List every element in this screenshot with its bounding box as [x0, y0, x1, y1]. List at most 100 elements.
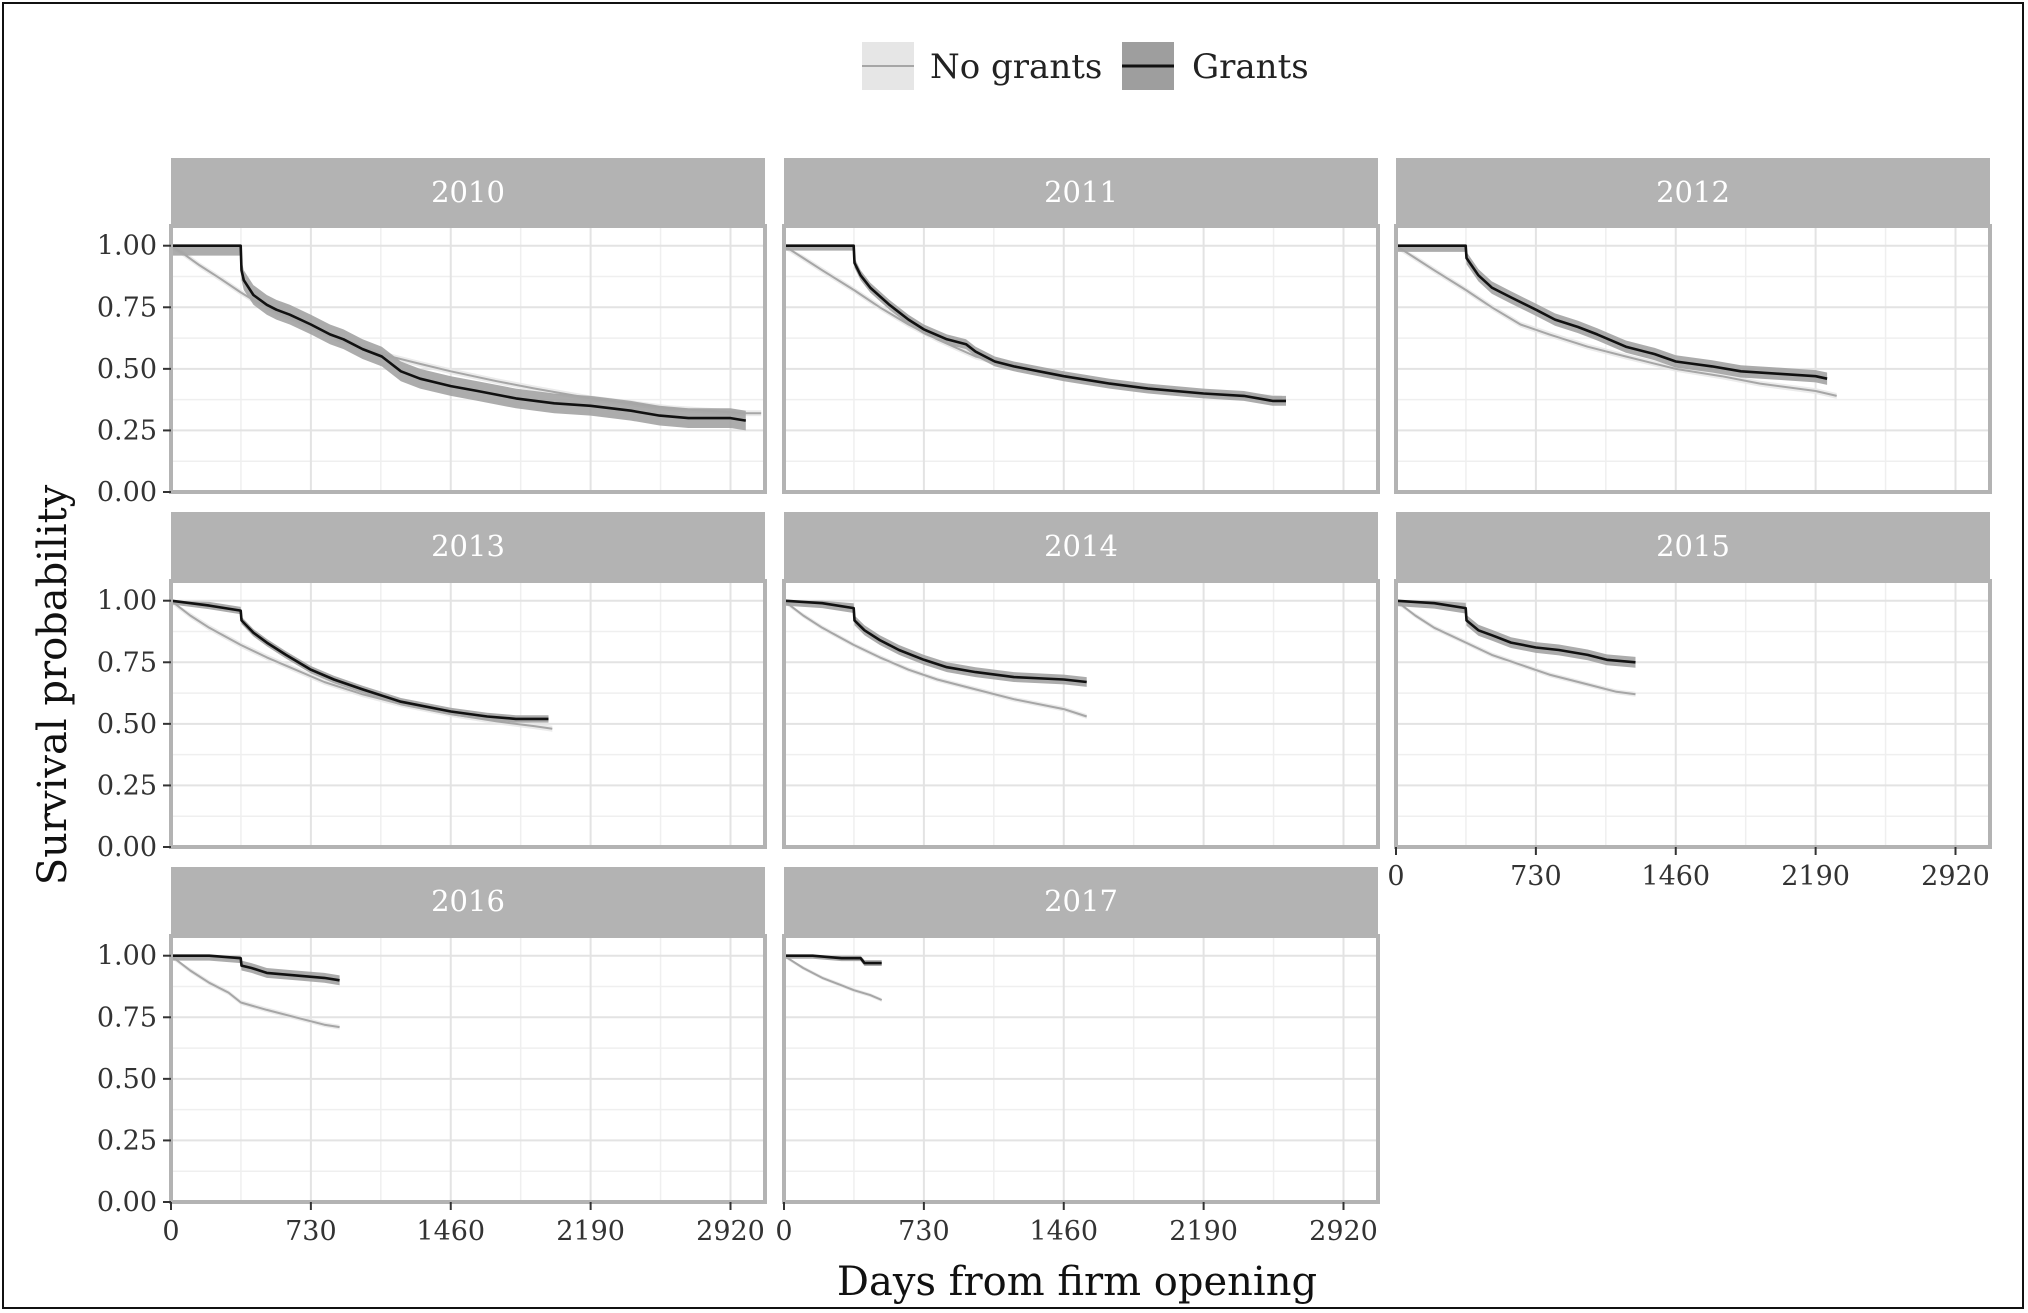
facet-panels: 2010 0.00 0.25 0.50 0.75 1.00 2011 2012 2013 0.00… [97, 158, 1992, 1247]
x-tick-label: 2190 [1169, 1216, 1238, 1247]
legend-key-grants [1122, 42, 1174, 90]
confidence-band-grants [1396, 600, 1636, 668]
confidence-band-grants [784, 245, 1286, 406]
y-tick-label: 0.25 [97, 1125, 157, 1156]
panel-border [169, 579, 767, 849]
facet-panel-2015: 2015 0 730 1460 2190 2920 [1387, 512, 1992, 892]
facet-strip-label: 2013 [431, 529, 505, 563]
facet-strip-bg [171, 512, 765, 580]
legend-label: Grants [1192, 47, 1309, 87]
grid-lines [1395, 581, 1990, 848]
confidence-band-grants [171, 245, 746, 431]
y-tick-label: 0.00 [97, 477, 157, 508]
survival-line-no-grants [1395, 599, 1636, 696]
facet-panel-2012: 2012 [1394, 158, 1992, 494]
plot-background [171, 226, 765, 492]
y-tick-label: 0.00 [97, 832, 157, 863]
y-tick-label: 0.25 [97, 415, 157, 446]
plot-background [171, 936, 765, 1202]
x-tick-label: 730 [898, 1216, 950, 1247]
survival-line-no-grants [170, 244, 762, 415]
survival-line-no-grants [1395, 244, 1837, 397]
facet-strip-label: 2014 [1044, 529, 1118, 563]
confidence-band-grants [784, 600, 1087, 687]
y-axis-title: Survival probability [30, 484, 76, 885]
facet-panel-2010: 2010 0.00 0.25 0.50 0.75 1.00 [97, 158, 767, 508]
panel-border [169, 934, 767, 1204]
facet-strip-label: 2012 [1656, 175, 1730, 209]
x-tick-label: 1460 [1641, 861, 1710, 892]
facet-strip-label: 2016 [431, 884, 505, 918]
panel-border [782, 579, 1380, 849]
x-tick-label: 1460 [416, 1216, 485, 1247]
facet-panel-2013: 2013 0.00 0.25 0.50 0.75 1.00 [97, 512, 767, 863]
x-tick-label: 1460 [1029, 1216, 1098, 1247]
legend: No grants Grants [862, 42, 1309, 90]
y-tick-label: 0.00 [97, 1187, 157, 1218]
survival-line-no-grants [783, 954, 883, 1001]
y-tick-label: 1.00 [97, 941, 157, 972]
survival-line-grants [784, 954, 882, 965]
x-tick-label: 730 [285, 1216, 337, 1247]
y-tick-label: 0.75 [97, 292, 157, 323]
x-tick-label: 730 [1510, 861, 1562, 892]
survival-line-grants [171, 244, 747, 422]
x-tick-label: 2190 [1781, 861, 1850, 892]
y-tick-label: 0.75 [97, 1002, 157, 1033]
x-tick-label: 0 [162, 1216, 179, 1247]
survival-line-grants [783, 599, 1087, 684]
facet-strip-bg [1396, 512, 1990, 580]
facet-strip-label: 2015 [1656, 529, 1730, 563]
confidence-band-grants [1396, 245, 1828, 385]
y-tick-label: 0.25 [97, 770, 157, 801]
y-tick-label: 0.50 [97, 709, 157, 740]
y-tick-label: 0.50 [97, 354, 157, 385]
confidence-band-no-grants [171, 955, 340, 1030]
facet-strip-label: 2010 [431, 175, 505, 209]
y-tick-label: 1.00 [97, 586, 157, 617]
panel-border [169, 224, 767, 494]
facet-strip-bg [784, 158, 1378, 226]
y-tick-label: 0.75 [97, 647, 157, 678]
x-axis-title: Days from firm opening [837, 1259, 1317, 1305]
survival-line-grants [1396, 244, 1828, 380]
facet-strip-label: 2011 [1044, 175, 1118, 209]
plot-background [784, 226, 1378, 492]
facet-panel-2016: 2016 0.00 0.25 0.50 0.75 1.00 0 730 1460 2190 2920 [97, 867, 767, 1247]
survival-line-grants [1395, 599, 1636, 664]
survival-line-no-grants [170, 954, 340, 1029]
x-tick-label: 2920 [1309, 1216, 1378, 1247]
survival-line-no-grants [170, 599, 553, 730]
facet-strip-label: 2017 [1044, 884, 1118, 918]
survival-line-grants [784, 244, 1286, 403]
plot-background [1396, 581, 1990, 847]
facet-panel-2011: 2011 [782, 158, 1380, 494]
facet-strip-bg [171, 867, 765, 935]
y-tick-label: 1.00 [97, 231, 157, 262]
survival-line-grants [170, 599, 549, 721]
panel-border [782, 934, 1380, 1204]
facet-strip-bg [784, 512, 1378, 580]
x-tick-label: 2920 [696, 1216, 765, 1247]
plot-background [784, 936, 1378, 1202]
grid-lines [783, 936, 1378, 1203]
facet-strip-bg [171, 158, 765, 226]
x-tick-label: 0 [775, 1216, 792, 1247]
survival-line-no-grants [783, 599, 1088, 718]
panel-border [1394, 224, 1992, 494]
grid-lines [170, 936, 765, 1203]
facet-strip-bg [784, 867, 1378, 935]
x-tick-label: 2920 [1921, 861, 1990, 892]
facet-panel-2017: 2017 0 730 1460 2190 2920 [775, 867, 1380, 1247]
legend-label: No grants [930, 47, 1102, 87]
facet-panel-2014: 2014 [782, 512, 1380, 849]
survival-line-grants [171, 954, 340, 982]
legend-key-no-grants [862, 42, 914, 90]
panel-border [1394, 579, 1992, 849]
x-tick-label: 2190 [556, 1216, 625, 1247]
y-tick-label: 0.50 [97, 1064, 157, 1095]
facet-strip-bg [1396, 158, 1990, 226]
x-tick-label: 0 [1387, 861, 1404, 892]
panel-border [782, 224, 1380, 494]
